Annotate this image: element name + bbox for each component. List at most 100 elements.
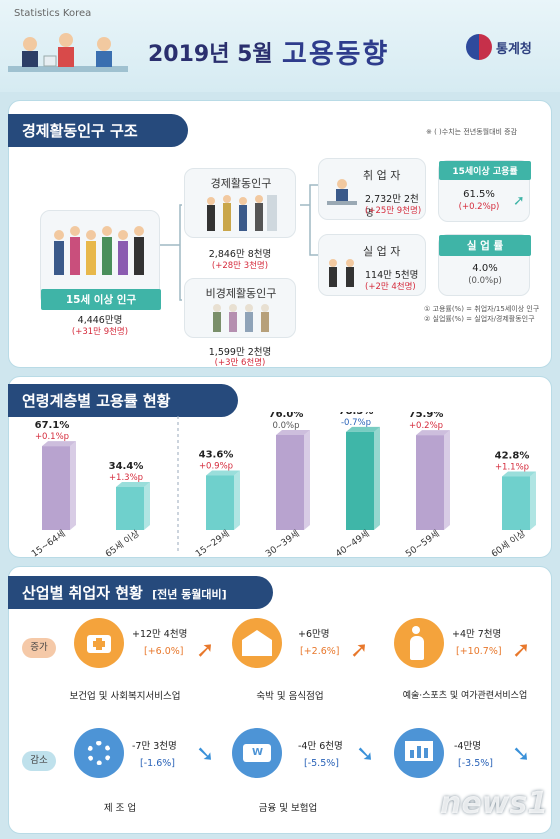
active-label: 경제활동인구: [210, 177, 272, 190]
decrease-1-value: -7만 3천명: [132, 741, 177, 752]
section1-title: 경제활동인구 구조: [8, 114, 188, 147]
increase-2-arrow-icon: ➚: [350, 638, 369, 663]
decrease-2-value: -4만 6천명: [298, 741, 343, 752]
inactive-label: 비경제활동인구: [205, 287, 277, 300]
bar-value-label: 43.6%: [199, 450, 234, 461]
emp-rate-box: 15세이상 고용률 61.5% (+0.2%p) ➚: [438, 160, 531, 222]
bar-change-label: +0.9%p: [199, 462, 233, 472]
bar-side: [70, 441, 76, 530]
bar-top: [116, 482, 150, 487]
bar-top: [502, 471, 536, 477]
increase-2-value: +6만명: [298, 629, 330, 640]
decrease-2-arrow-icon: ➘: [356, 742, 375, 767]
decrease-1-arrow-icon: ➘: [196, 742, 215, 767]
inactive-change: (+3만 6천명): [214, 358, 266, 368]
section3-title: 산업별 취업자 현황: [22, 584, 143, 602]
decrease-2-pct: [-5.5%]: [304, 758, 339, 769]
bar-change-label: +0.1%p: [35, 432, 69, 442]
taegeuk-logo-icon: [466, 34, 492, 60]
chart-board-icon: [394, 728, 444, 778]
news1-watermark: news1: [440, 786, 549, 821]
footnote-emp-rate: ① 고용률(%) = 취업자/15세이상 인구: [424, 305, 540, 313]
bar-top: [416, 430, 450, 436]
employed-value: 2,732만 2천명: [365, 194, 419, 219]
increase-1-pct: [+6.0%]: [144, 646, 184, 657]
category-label: 65세 이상: [103, 528, 141, 558]
medical-kit-icon: [74, 618, 124, 668]
bar-side: [530, 471, 536, 530]
bar-side: [234, 470, 240, 530]
employed-label: 취 업 자: [363, 169, 401, 182]
bar: [116, 487, 144, 530]
bar-change-label: +0.2%p: [409, 421, 443, 431]
section2-title: 연령계층별 고용률 현황: [8, 384, 238, 417]
increase-2-name: 숙박 및 음식점업: [256, 691, 324, 702]
bar-change-label: +1.1%p: [495, 463, 529, 473]
office-people-illustration: [8, 33, 128, 72]
brand-en: Statistics Korea: [14, 8, 92, 19]
bar-top: [346, 426, 380, 432]
increase-3-name: 예술·스포츠 및 여가관련서비스업: [402, 691, 528, 701]
emp-rate-label: 15세이상 고용률: [439, 161, 531, 180]
agency-name: 통계청: [496, 42, 532, 57]
bar: [276, 435, 304, 530]
unemp-rate-box: 실 업 률 4.0% (0.0%p): [438, 234, 531, 296]
section3-subtitle: [전년 동월대비]: [152, 588, 227, 601]
elderly-icon: [213, 304, 269, 332]
active-value: 2,846만 8천명: [208, 249, 272, 260]
bar: [42, 446, 70, 530]
bar-top: [206, 470, 240, 476]
active-change: (+28만 3천명): [211, 261, 269, 271]
category-label: 60세 이상: [489, 528, 527, 558]
increase-1-value: +12만 4천명: [132, 629, 188, 640]
category-label: 50~59세: [404, 528, 442, 558]
employed-change: (+25만 9천명): [365, 206, 422, 216]
dance-icon: [394, 618, 444, 668]
bar-side: [304, 430, 310, 530]
decrease-3-value: -4만명: [454, 741, 481, 752]
crowd-icon: [54, 226, 144, 275]
workers-icon: [207, 195, 277, 231]
increase-3-value: +4만 7천명: [452, 629, 502, 640]
active-box: 경제활동인구: [184, 168, 296, 238]
unemp-rate-value: 4.0%: [472, 263, 498, 274]
section1-note: ※ ( )수치는 전년동월대비 증감: [426, 128, 518, 136]
office-worker-icon: [327, 179, 357, 205]
bar: [502, 476, 530, 530]
footnote-unemp-rate: ② 실업률(%) = 실업자/경제활동인구: [424, 315, 535, 323]
increase-3-arrow-icon: ➚: [512, 638, 531, 663]
bar-top: [276, 430, 310, 435]
bar-side: [374, 426, 380, 530]
increase-1-name: 보건업 및 사회복지서비스업: [69, 691, 181, 702]
bar-value-label: 34.4%: [109, 461, 144, 472]
employed-box: 취 업 자 2,732만 2천명 (+25만 9천명): [318, 158, 426, 220]
bar: [206, 475, 234, 530]
category-label: 30~39세: [264, 528, 302, 558]
gear-icon: [74, 728, 124, 778]
pop15-change: (+31만 9천명): [71, 327, 129, 337]
pop15-value: 4,446만명: [77, 315, 123, 326]
decrease-1-name: 제 조 업: [103, 803, 137, 814]
title-date: 2019년 5월: [148, 42, 273, 67]
bar-side: [444, 430, 450, 530]
decrease-1-pct: [-1.6%]: [140, 758, 175, 769]
category-label: 15~29세: [194, 528, 232, 558]
decrease-3-pct: [-3.5%]: [458, 758, 493, 769]
bar-value-label: 76.0%: [269, 412, 304, 420]
increase-badge: 증가: [22, 638, 56, 658]
category-label: 40~49세: [334, 528, 372, 558]
category-label: 15~64세: [30, 528, 68, 558]
decrease-2-name: 금융 및 보험업: [258, 803, 318, 814]
bar-change-label: 0.0%p: [273, 421, 300, 431]
emp-rate-up-arrow-icon: ➚: [513, 193, 525, 209]
unemployed-change: (+2만 4천명): [365, 282, 416, 292]
section3-title-wrap: 산업별 취업자 현황 [전년 동월대비]: [8, 576, 273, 609]
bar-value-label: 78.5%: [339, 412, 374, 417]
bar-value-label: 67.1%: [35, 420, 70, 431]
unemployed-value: 114만 5천명: [365, 270, 419, 281]
unemp-rate-change: (0.0%p): [468, 276, 502, 286]
inactive-box: 비경제활동인구: [184, 278, 296, 338]
section-industry: [8, 566, 552, 834]
bar: [346, 431, 374, 530]
